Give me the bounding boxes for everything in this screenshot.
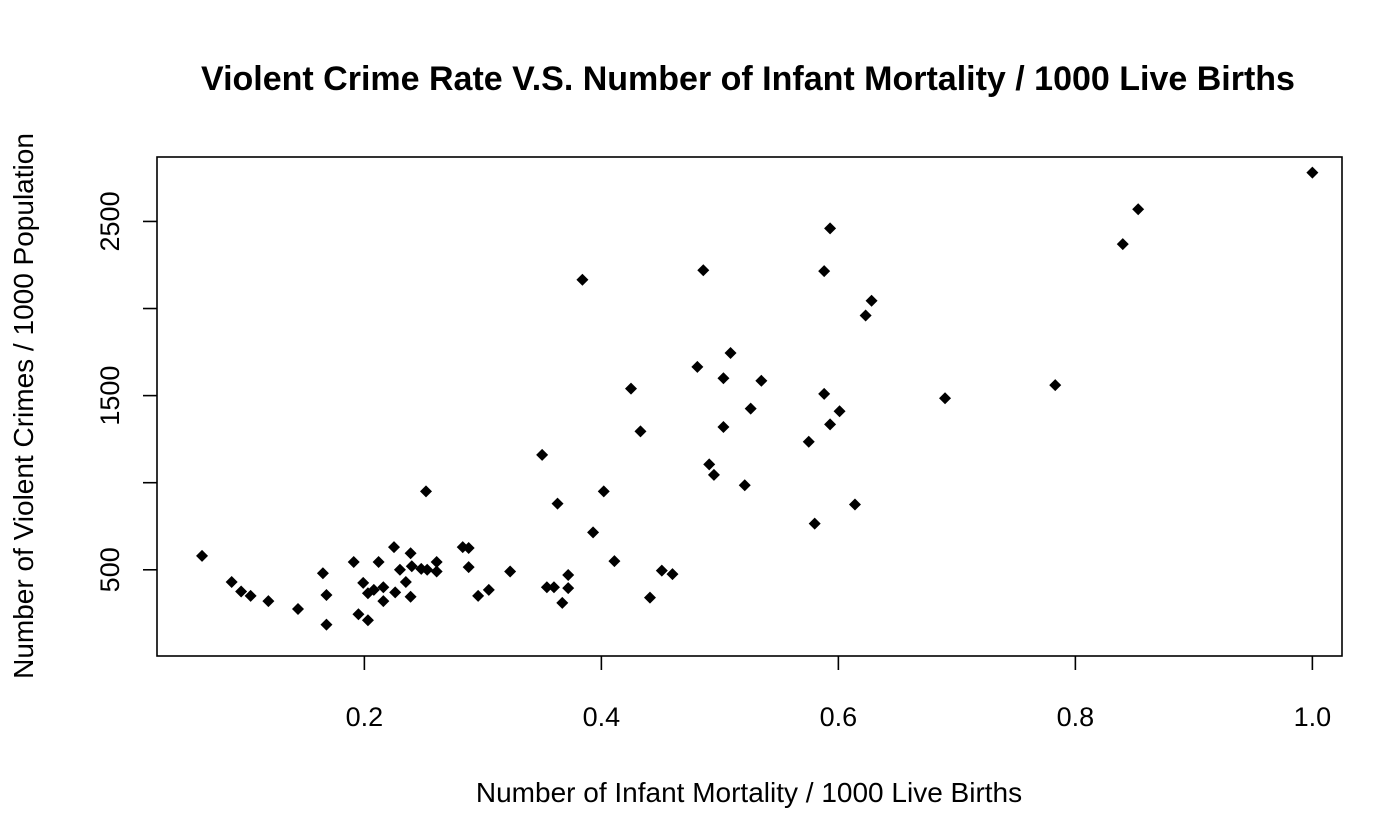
data-point: [833, 405, 846, 418]
data-point: [1132, 203, 1145, 216]
data-point: [482, 583, 495, 596]
y-axis-label: Number of Violent Crimes / 1000 Populati…: [8, 133, 39, 679]
data-point: [419, 485, 432, 498]
data-point: [707, 468, 720, 481]
y-axis: 500 1500 2500: [95, 191, 157, 592]
data-point: [755, 374, 768, 387]
data-point: [404, 547, 417, 560]
data-point: [504, 565, 517, 578]
data-point: [347, 555, 360, 568]
data-point: [377, 595, 390, 608]
chart-title: Violent Crime Rate V.S. Number of Infant…: [201, 60, 1295, 98]
data-point: [802, 435, 815, 448]
x-axis-label: Number of Infant Mortality / 1000 Live B…: [476, 777, 1022, 808]
data-point: [244, 589, 257, 602]
data-point: [316, 567, 329, 580]
data-point: [691, 360, 704, 373]
data-point: [196, 549, 209, 562]
data-point: [634, 425, 647, 438]
data-point: [818, 387, 831, 400]
data-point: [643, 591, 656, 604]
data-point: [372, 555, 385, 568]
plot-frame: [156, 156, 1343, 657]
data-point: [430, 555, 443, 568]
data-point: [1116, 238, 1129, 251]
data-point: [717, 420, 730, 433]
data-point: [824, 222, 837, 235]
data-point: [262, 595, 275, 608]
data-point: [235, 585, 248, 598]
y-tick-label: 500: [95, 547, 125, 592]
x-tick-label: 0.2: [346, 702, 384, 732]
data-point: [547, 581, 560, 594]
data-point: [818, 265, 831, 278]
data-point: [625, 382, 637, 395]
data-point: [430, 565, 443, 578]
data-point: [724, 346, 737, 359]
data-point: [697, 264, 710, 277]
data-point: [462, 542, 475, 555]
y-tick-label: 2500: [95, 191, 125, 251]
data-point: [225, 575, 238, 588]
data-point: [404, 590, 417, 603]
data-point: [939, 392, 952, 405]
data-point: [655, 564, 668, 577]
data-point: [540, 581, 553, 594]
data-point: [357, 576, 370, 589]
data-point: [320, 618, 333, 631]
data-point: [472, 589, 485, 602]
x-axis: 0.2 0.4 0.6 0.8 1.0: [346, 656, 1332, 732]
data-point: [556, 596, 569, 609]
data-point: [389, 586, 402, 599]
data-point: [865, 294, 878, 307]
data-point: [405, 560, 418, 573]
data-point: [562, 582, 575, 595]
data-point: [361, 614, 374, 627]
data-point: [824, 418, 837, 431]
x-tick-label: 0.6: [820, 702, 858, 732]
data-points: [196, 166, 1319, 631]
data-point: [859, 309, 872, 322]
data-point: [551, 497, 564, 510]
data-point: [536, 448, 549, 461]
data-point: [393, 563, 406, 576]
data-point: [1049, 379, 1062, 392]
data-point: [848, 498, 861, 511]
data-point: [576, 273, 589, 286]
data-point: [562, 569, 575, 582]
x-tick-label: 0.4: [583, 702, 621, 732]
data-point: [292, 602, 305, 615]
data-point: [421, 563, 434, 576]
x-tick-label: 1.0: [1294, 702, 1332, 732]
data-point: [744, 402, 757, 415]
data-point: [703, 458, 716, 471]
data-point: [377, 581, 390, 594]
data-point: [1306, 166, 1319, 179]
data-point: [608, 555, 621, 568]
data-point: [597, 485, 610, 498]
data-point: [352, 608, 365, 621]
x-tick-label: 0.8: [1057, 702, 1095, 732]
data-point: [367, 583, 380, 596]
data-point: [717, 372, 730, 385]
data-point: [462, 561, 475, 574]
data-point: [399, 575, 412, 588]
data-point: [587, 526, 600, 539]
data-point: [388, 541, 400, 554]
data-point: [808, 517, 821, 530]
data-point: [738, 479, 751, 492]
data-point: [666, 568, 679, 581]
y-tick-label: 1500: [95, 366, 125, 426]
data-point: [320, 589, 333, 602]
